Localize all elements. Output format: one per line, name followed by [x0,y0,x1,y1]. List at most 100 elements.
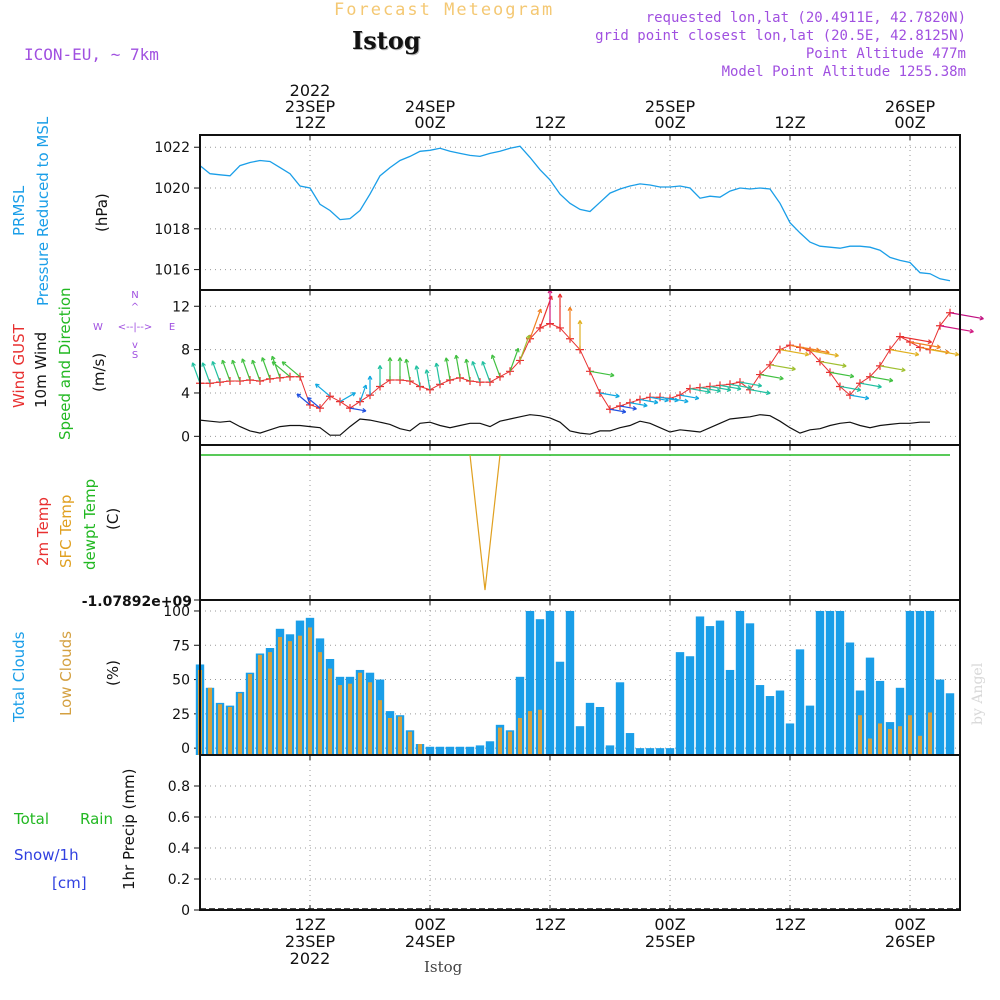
precip-ytick-label: 0.8 [168,779,190,795]
wind-arrow [339,392,356,403]
top-time-label: 23SEP [285,97,336,116]
total-cloud-bar [775,690,785,755]
total-cloud-bar [435,746,445,755]
wind-arrow [619,405,637,410]
wind-arrowhead [201,362,206,367]
low-cloud-bar [298,635,302,755]
wind-arrowhead [864,395,870,401]
total-cloud-bar [565,610,575,755]
wind-arrowhead [877,384,882,389]
wind-frame [199,289,961,446]
wind-arrowhead [387,357,393,362]
wind-arrow [719,384,742,390]
bottom-time-label: 24SEP [405,932,456,951]
wind-arrow [491,354,501,377]
compass-south: S [132,350,138,361]
precip-ytick-label: 0 [181,903,190,919]
wind-arrowhead [747,385,752,390]
low-cloud-bar [928,712,932,755]
low-cloud-bar [208,687,212,755]
wind-arrowhead [567,306,573,311]
low-cloud-bar [918,735,922,755]
pressure-ylabel-prmsl: PRMSL [10,185,28,236]
total-cloud-bar [465,746,475,755]
total-cloud-bar [525,610,535,755]
wind-ylabel-gust: Wind GUST [10,323,28,408]
wind-arrow [529,308,542,339]
clouds-ylabel-total: Total Clouds [10,631,28,723]
wind-arrowhead [914,351,920,357]
temp-ylabel-dewpt: dewpt Temp [81,479,99,570]
total-cloud-bar [475,745,485,755]
wind-arrowhead [954,351,960,357]
wind-arrowhead [362,408,367,413]
low-cloud-bar [268,652,272,755]
total-cloud-bar [585,702,595,755]
pressure-frame [199,134,961,291]
total-cloud-bar [725,669,735,755]
total-cloud-bar [945,693,955,755]
wind-arrowhead [610,372,615,378]
low-cloud-bar [328,668,332,755]
low-cloud-bar [868,738,872,755]
gust-marker [516,356,524,365]
total-cloud-bar [625,733,635,755]
temp-yunit: (C) [104,508,122,530]
wind-arrowhead [804,351,810,357]
wind-arrow [405,359,411,382]
wind-arrow [465,359,471,382]
wind-arrowhead [191,362,196,367]
total-cloud-bar [605,745,615,755]
clouds-ytick-label: 25 [172,707,190,723]
total-cloud-bar [515,676,525,755]
wind-arrowhead [471,361,476,366]
total-cloud-bar [785,723,795,755]
total-cloud-bar [895,687,905,755]
point-altitude: Point Altitude 477m [805,46,966,62]
low-cloud-bar [228,706,232,755]
clouds-ytick-label: 50 [172,673,190,689]
precip-ytick-label: 0.6 [168,810,190,826]
wind-arrow [739,381,762,387]
wind-arrowhead [414,365,420,370]
total-cloud-bar [875,680,885,755]
clouds-ylabel-low: Low Clouds [57,631,75,716]
low-cloud-bar [218,704,222,755]
wind-arrow [939,325,974,333]
total-cloud-bar [735,610,745,755]
total-cloud-bar [665,748,675,755]
wind-arrow [519,335,530,361]
low-cloud-bar [238,693,242,755]
precip-label-cm: [cm] [52,874,87,892]
wind-arrow [779,349,809,356]
wind-arrow [729,383,752,389]
wind-arrow [699,386,721,392]
wind-arrow [679,394,699,400]
total-cloud-bar [425,746,435,755]
top-time-label: 12Z [774,113,805,132]
wind-arrowhead [434,362,440,368]
wind-arrow [251,359,261,382]
wind-arrow [359,384,367,402]
wind-arrowhead [307,397,312,402]
wind-yunit: (m/s) [90,353,108,392]
requested-location: requested lon,lat (20.4911E, 42.7820N) [645,10,966,26]
total-cloud-bar [745,623,755,755]
pressure-ytick-label: 1016 [154,263,190,279]
wind-arrowhead [927,339,932,345]
wind-arrowhead [221,359,226,365]
low-cloud-bar [348,683,352,755]
wind-arrowhead [684,398,689,404]
total-cloud-bar [575,726,585,755]
wind-arrow [281,361,301,378]
low-cloud-bar [418,744,422,755]
wind-arrowhead [766,390,771,396]
wind-arrowhead [537,308,543,314]
clouds-yunit: (%) [104,660,122,686]
top-time-label: 25SEP [645,97,696,116]
top-time-label: 00Z [414,113,445,132]
precip-ytick-label: 0.4 [168,841,190,857]
bottom-time-label: 12Z [774,915,805,934]
wind-arrowhead [514,347,520,353]
low-cloud-bar [858,715,862,755]
